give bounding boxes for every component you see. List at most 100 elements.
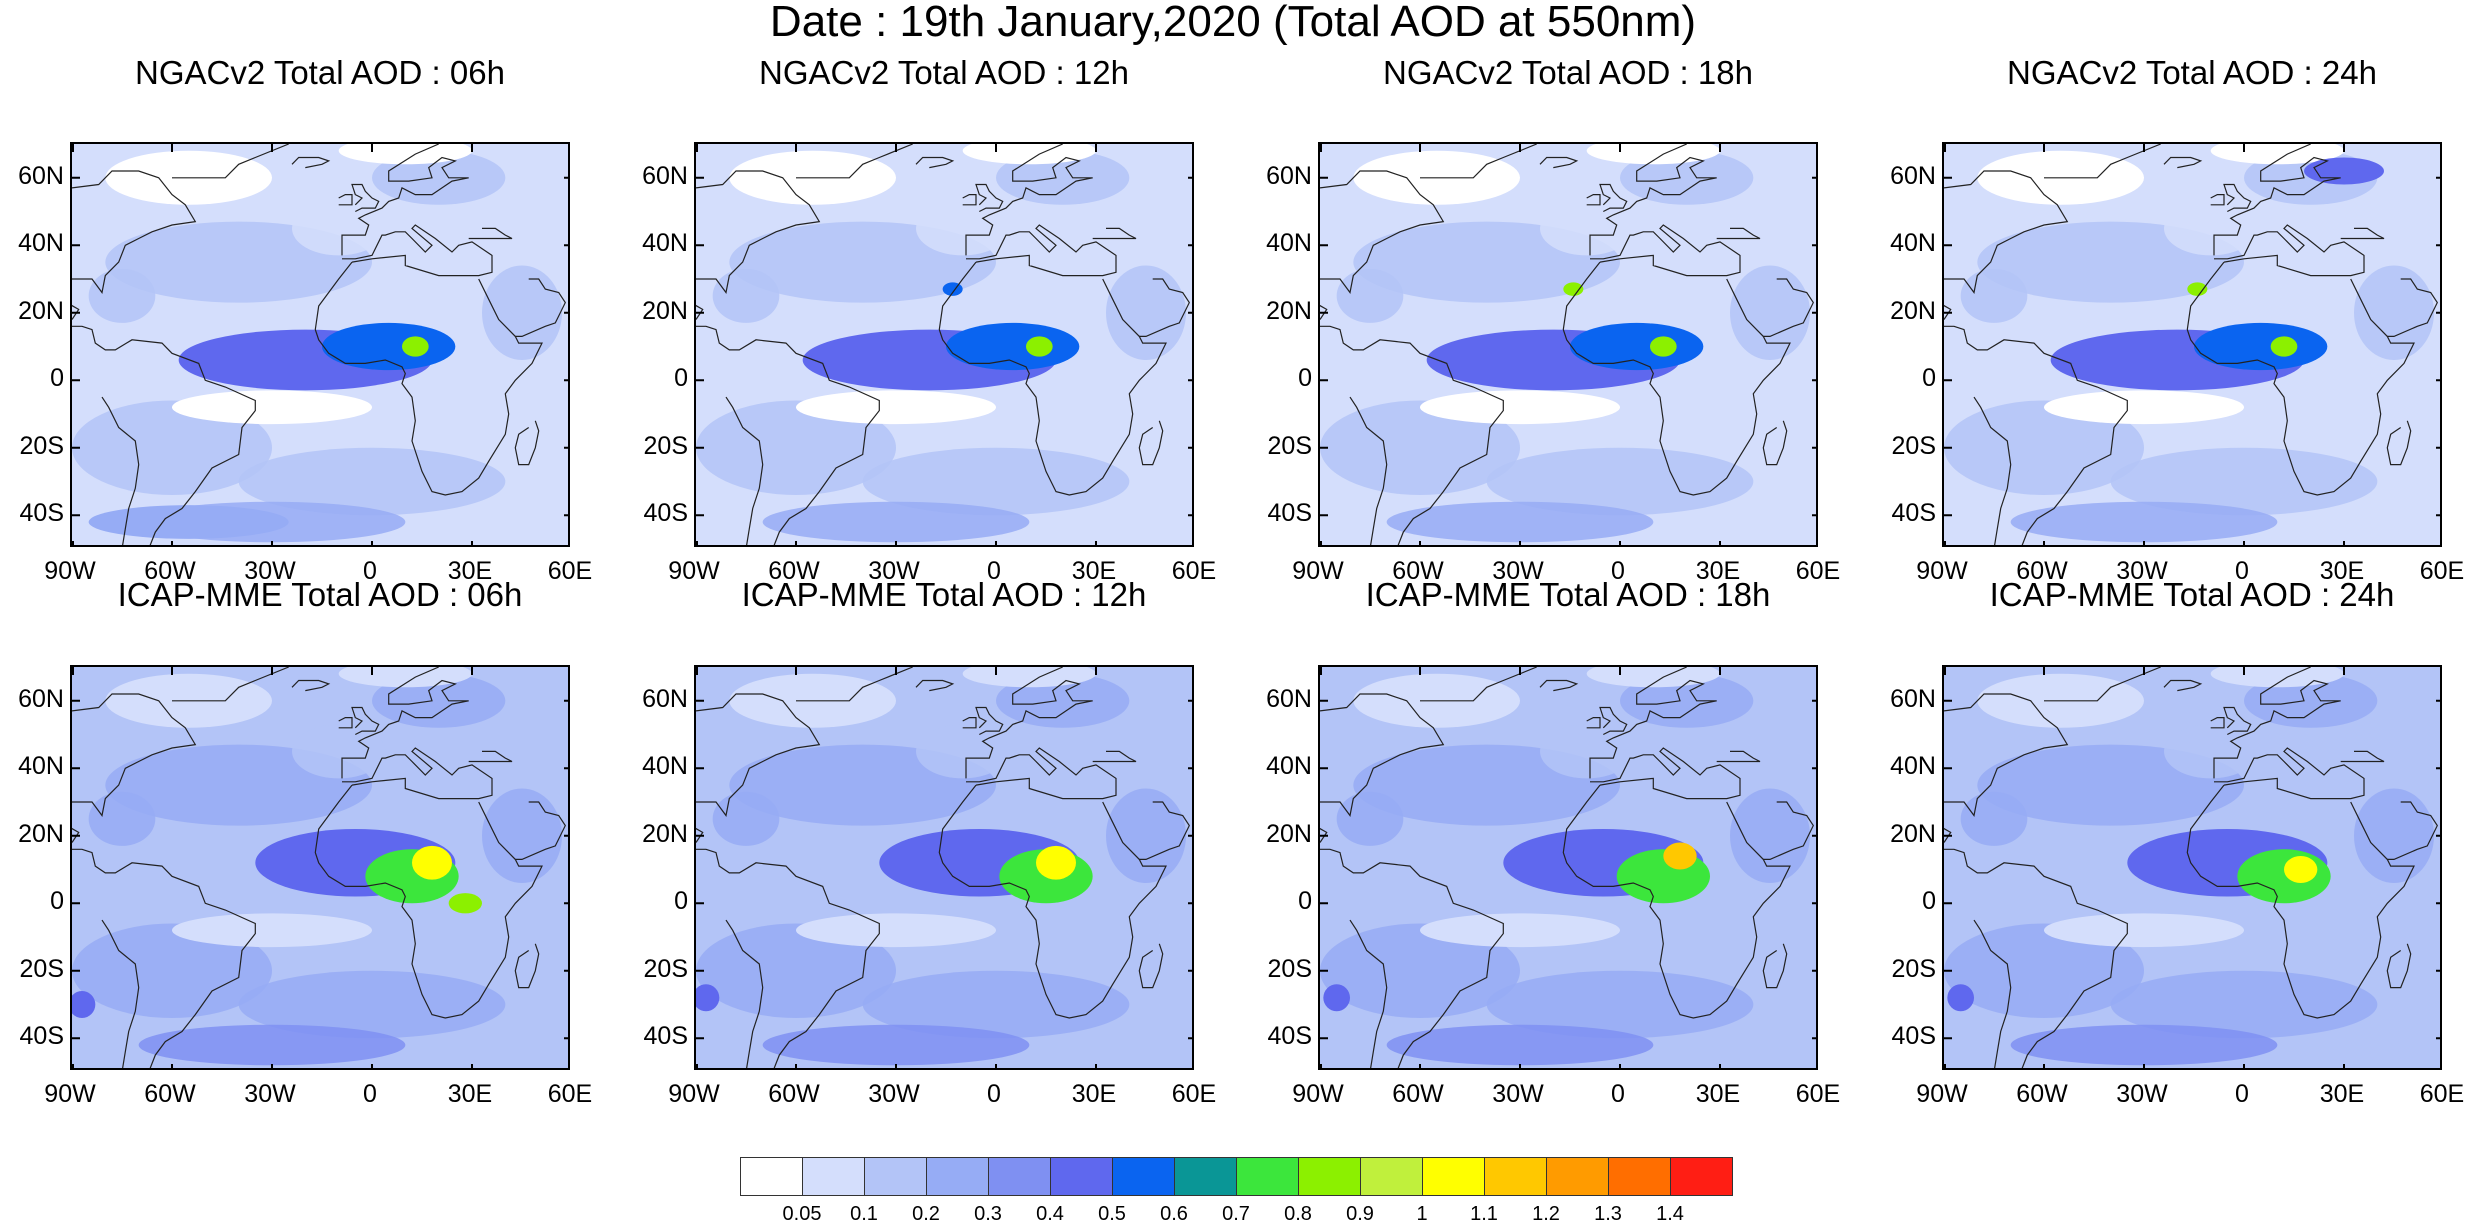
aod-plume bbox=[696, 984, 720, 1012]
lon-tick-label: 30E bbox=[447, 1080, 493, 1108]
coastline bbox=[2340, 227, 2385, 240]
coastline bbox=[341, 144, 469, 256]
lon-tick-label: 30E bbox=[1695, 1080, 1741, 1108]
lat-tick-mark bbox=[72, 1037, 80, 1040]
lon-tick-label: 0 bbox=[987, 1080, 1001, 1108]
map-panel bbox=[70, 665, 570, 1070]
lat-tick-mark bbox=[72, 379, 80, 382]
lat-tick-mark bbox=[72, 767, 80, 770]
aod-field bbox=[1386, 501, 1654, 543]
aod-plume bbox=[322, 322, 456, 371]
lon-tick-label: 30W bbox=[1492, 1080, 1544, 1108]
aod-field bbox=[482, 265, 562, 360]
coastline bbox=[2213, 667, 2341, 779]
coastline bbox=[2210, 716, 2225, 729]
lon-tick-mark bbox=[1320, 541, 1322, 545]
aod-field bbox=[916, 201, 1010, 256]
lon-tick-mark bbox=[895, 667, 897, 675]
lat-tick-mark bbox=[1320, 834, 1328, 837]
coastline bbox=[342, 747, 493, 800]
coastline bbox=[172, 144, 289, 179]
aod-field bbox=[482, 788, 562, 883]
map-panel bbox=[1942, 665, 2442, 1070]
lat-tick-label: 40N bbox=[18, 752, 64, 781]
aod-plume bbox=[2187, 282, 2208, 296]
aod-plume bbox=[1026, 336, 1053, 357]
lat-tick-mark bbox=[696, 311, 704, 314]
lon-tick-mark bbox=[1619, 1064, 1621, 1068]
lat-tick-mark bbox=[1320, 514, 1328, 517]
aod-field bbox=[2354, 265, 2434, 360]
coastline bbox=[966, 747, 1117, 800]
lon-tick-label: 60E bbox=[1171, 1080, 1217, 1108]
aod-field bbox=[2010, 501, 2278, 543]
coastline bbox=[1139, 278, 1190, 337]
coastline bbox=[696, 170, 821, 320]
coastline bbox=[1320, 848, 1504, 1068]
colorbar-box bbox=[1360, 1157, 1423, 1196]
coastline bbox=[291, 679, 331, 692]
colorbar-label: 1.2 bbox=[1532, 1203, 1560, 1225]
aod-field bbox=[238, 447, 506, 516]
lon-tick-mark bbox=[371, 541, 373, 545]
coastline bbox=[1092, 750, 1137, 763]
coastline bbox=[72, 170, 197, 320]
lat-tick-mark bbox=[1320, 767, 1328, 770]
lat-tick-mark bbox=[564, 699, 568, 702]
lat-tick-mark bbox=[1812, 244, 1816, 247]
lat-tick-label: 20S bbox=[1267, 431, 1312, 460]
lat-tick-mark bbox=[696, 176, 704, 179]
lon-tick-mark bbox=[1519, 541, 1521, 545]
coastline bbox=[514, 420, 540, 466]
lon-tick-mark bbox=[371, 667, 373, 675]
aod-field bbox=[1106, 788, 1186, 883]
coastline bbox=[1716, 750, 1761, 763]
aod-plume bbox=[1650, 336, 1677, 357]
aod-plume bbox=[72, 991, 96, 1018]
lon-tick-mark bbox=[1719, 541, 1721, 545]
lon-tick-label: 30W bbox=[2116, 1080, 2168, 1108]
lat-tick-label: 20N bbox=[18, 296, 64, 325]
lat-tick-label: 0 bbox=[1298, 364, 1312, 393]
coastline bbox=[965, 144, 1093, 256]
lat-tick-mark bbox=[72, 176, 80, 179]
coastline bbox=[314, 261, 543, 496]
aod-field bbox=[2110, 970, 2378, 1039]
lat-tick-mark bbox=[1320, 699, 1328, 702]
lat-tick-label: 40N bbox=[642, 229, 688, 258]
colorbar-label: 0.6 bbox=[1160, 1203, 1188, 1225]
lon-tick-label: 60W bbox=[768, 1080, 820, 1108]
aod-field bbox=[1320, 923, 1520, 1018]
coastline bbox=[1973, 919, 2012, 1068]
lat-tick-label: 60N bbox=[18, 684, 64, 713]
lon-tick-mark bbox=[2243, 667, 2245, 675]
lon-tick-mark bbox=[895, 541, 897, 545]
colorbar-box bbox=[1112, 1157, 1175, 1196]
lon-tick-label: 30W bbox=[868, 1080, 920, 1108]
aod-plume bbox=[2270, 336, 2298, 357]
lat-tick-mark bbox=[2436, 311, 2440, 314]
coastline bbox=[514, 943, 540, 989]
coastline bbox=[1138, 943, 1164, 989]
lon-tick-label: 60W bbox=[2016, 557, 2068, 585]
lat-tick-mark bbox=[1944, 176, 1952, 179]
lon-tick-label: 0 bbox=[1611, 557, 1625, 585]
aod-field bbox=[712, 268, 780, 323]
lon-tick-mark bbox=[271, 144, 273, 152]
lat-tick-mark bbox=[72, 311, 80, 314]
lon-tick-mark bbox=[271, 1064, 273, 1068]
coastline bbox=[2163, 156, 2203, 169]
colorbar-box bbox=[1422, 1157, 1485, 1196]
lon-tick-mark bbox=[1320, 1064, 1322, 1068]
coastline bbox=[962, 193, 977, 206]
aod-field bbox=[1486, 447, 1754, 516]
colorbar-box bbox=[1174, 1157, 1237, 1196]
aod-field bbox=[1620, 150, 1754, 205]
lon-tick-label: 30W bbox=[244, 557, 296, 585]
lat-tick-mark bbox=[2436, 1037, 2440, 1040]
colorbar-box bbox=[1484, 1157, 1547, 1196]
colorbar-label: 1.3 bbox=[1594, 1203, 1622, 1225]
lon-tick-mark bbox=[1419, 667, 1421, 675]
lon-tick-mark bbox=[271, 667, 273, 675]
lat-tick-label: 20S bbox=[19, 431, 64, 460]
